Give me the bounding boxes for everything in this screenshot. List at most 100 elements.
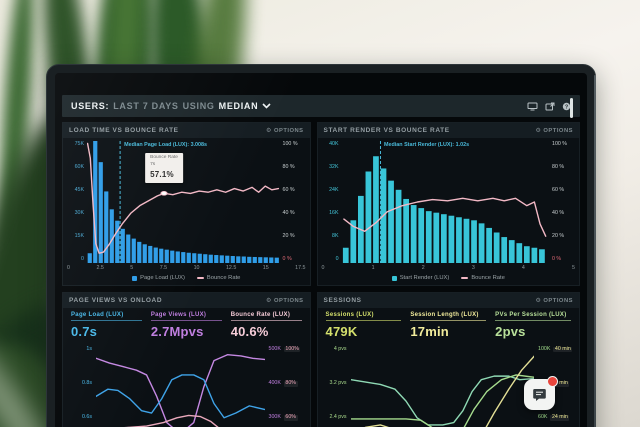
chart-tooltip: Bounce Rate 7s 57.1%: [145, 153, 183, 183]
legend-swatch: [132, 275, 138, 281]
axis-tick-label: 0: [67, 265, 70, 271]
options-button[interactable]: ⚙ OPTIONS: [266, 127, 304, 134]
menubar-range: LAST 7 DAYS: [113, 101, 179, 111]
gear-icon: ⚙: [535, 127, 542, 134]
gear-icon: ⚙: [535, 297, 542, 304]
axis-tick-label: 24K: [329, 186, 339, 193]
axis-tick-pair: 300K 60%: [268, 414, 298, 421]
axis-tick-label: 60 %: [282, 186, 295, 193]
axis-tick-label: 60 %: [552, 186, 565, 193]
y-axis-right: 100 % 80 % 60 % 40 % 20 % 0 %: [280, 141, 306, 263]
start-render-chart[interactable]: Median Start Render (LUX): 1.02s: [342, 141, 549, 263]
axis-tick-label: 2: [421, 265, 425, 271]
axis-tick-label: 100 %: [282, 141, 298, 147]
panel-title: LOAD TIME VS BOUNCE RATE: [69, 127, 179, 134]
axis-tick-label: 12.5: [225, 265, 237, 271]
y-axis-right: 100 % 80 % 60 % 40 % 20 % 0 %: [549, 141, 575, 263]
page-views-chart[interactable]: [96, 344, 265, 427]
axis-tick-label: 75K: [74, 141, 84, 147]
axis-tick-label: 16K: [329, 209, 339, 216]
axis-tick-label: 2.4 pvs: [329, 414, 347, 421]
axis-tick-label: 1s: [86, 346, 92, 352]
y-axis-left: 1s0.8s0.6s0.4s: [67, 344, 96, 427]
menubar-prefix: USERS:: [71, 101, 110, 111]
axis-tick-label: 100 %: [552, 141, 568, 147]
help-icon[interactable]: ?: [562, 102, 571, 111]
gear-icon: ⚙: [266, 297, 272, 304]
menubar-connector: USING: [182, 101, 215, 111]
y-axis-left: 40K 32K 24K 16K 8K 0: [322, 141, 342, 263]
metric-pvs-per-session: PVs Per Session (LUX) 2pvs: [495, 312, 571, 339]
share-icon[interactable]: [545, 102, 555, 111]
metric-row: Sessions (LUX) 479K Session Length (LUX)…: [318, 308, 579, 342]
axis-tick-label: 0 %: [282, 255, 292, 262]
axis-tick-label: 8K: [332, 232, 339, 239]
axis-tick-label: 17.5: [295, 265, 306, 271]
panel-title: START RENDER VS BOUNCE RATE: [323, 127, 450, 134]
panel-start-render-vs-bounce-rate: START RENDER VS BOUNCE RATE ⚙ OPTIONS 40K…: [316, 122, 580, 286]
axis-tick-label: 32K: [329, 163, 339, 170]
axis-tick-label: 40 %: [282, 209, 295, 216]
svg-text:?: ?: [565, 104, 568, 110]
axis-tick-pair: 60K 24 min: [538, 414, 570, 421]
legend-swatch: [196, 277, 204, 279]
axis-tick-label: 0: [81, 255, 84, 262]
options-button[interactable]: ⚙ OPTIONS: [535, 297, 573, 304]
x-axis-labels: 0 1 2 3 4 5: [322, 263, 575, 273]
legend-swatch: [461, 277, 469, 279]
axis-tick-label: 0: [335, 255, 339, 262]
axis-tick-pair: 100K 40 min: [538, 346, 573, 353]
axis-tick-label: 2.5: [96, 265, 104, 271]
axis-tick-label: 4 pvs: [333, 346, 347, 352]
axis-tick-label: 20 %: [552, 232, 565, 239]
axis-tick-label: 60K: [74, 163, 84, 170]
axis-tick-label: 7.5: [159, 265, 168, 271]
axis-tick-label: 10: [193, 265, 200, 271]
metric-page-views: Page Views (LUX) 2.7Mpvs: [150, 312, 222, 339]
median-line-label: Median Start Render (LUX): 1.02s: [384, 142, 470, 148]
notification-badge: [547, 376, 558, 387]
legend-label: Page Load (LUX): [140, 275, 185, 281]
panel-title: SESSIONS: [323, 297, 362, 304]
legend-label: Bounce Rate: [206, 275, 241, 281]
load-time-chart[interactable]: Median Page Load (LUX): 3.008s Bounce Ra…: [87, 141, 280, 263]
tooltip-value: 57.1%: [150, 169, 174, 179]
axis-tick-label: 0.8s: [81, 380, 92, 387]
axis-tick-pair: 500K 100%: [268, 346, 301, 353]
sessions-chart[interactable]: [351, 344, 534, 427]
dashboard-grid: LOAD TIME VS BOUNCE RATE ⚙ OPTIONS 75K 60K…: [62, 122, 580, 427]
axis-tick-label: 5: [130, 265, 134, 271]
axis-tick-label: 3.2 pvs: [329, 380, 347, 387]
axis-tick-label: 40K: [329, 141, 339, 147]
laptop-screen: USERS: LAST 7 DAYS USING MEDIAN ?: [55, 73, 587, 427]
panel-load-time-vs-bounce-rate: LOAD TIME VS BOUNCE RATE ⚙ OPTIONS 75K 60K…: [62, 122, 311, 286]
panel-page-views-vs-onload: PAGE VIEWS VS ONLOAD ⚙ OPTIONS Page Load …: [62, 292, 311, 427]
axis-tick-label: 45K: [74, 186, 84, 193]
median-line-label: Median Page Load (LUX): 3.008s: [124, 142, 208, 148]
chat-icon: [533, 389, 546, 401]
legend-swatch: [391, 275, 397, 281]
scrollbar-thumb[interactable]: [570, 98, 573, 118]
screen-top-strip: [55, 73, 587, 95]
tooltip-x-value: 7s: [150, 161, 156, 167]
axis-tick-label: 20 %: [282, 232, 295, 239]
display-icon[interactable]: [527, 102, 538, 111]
legend-label: Start Render (LUX): [399, 275, 450, 281]
metric-session-length: Session Length (LUX) 17min: [410, 312, 487, 339]
axis-tick-label: 40 %: [552, 209, 565, 216]
users-range-dropdown[interactable]: USERS: LAST 7 DAYS USING MEDIAN: [71, 101, 271, 111]
options-button[interactable]: ⚙ OPTIONS: [535, 127, 573, 134]
axis-tick-label: 15: [262, 265, 269, 271]
panel-sessions: SESSIONS ⚙ OPTIONS Sessions (LUX) 479K Se…: [316, 292, 580, 427]
gear-icon: ⚙: [266, 127, 272, 134]
panel-title: PAGE VIEWS VS ONLOAD: [69, 297, 163, 304]
axis-tick-label: 1: [371, 265, 375, 271]
chat-launcher-button[interactable]: [524, 376, 558, 410]
options-button[interactable]: ⚙ OPTIONS: [266, 297, 304, 304]
metric-sessions: Sessions (LUX) 479K: [325, 312, 402, 339]
chart-legend: Start Render (LUX) Bounce Rate: [322, 273, 575, 283]
axis-tick-label: 0.6s: [81, 414, 92, 421]
legend-label: Bounce Rate: [471, 275, 505, 281]
